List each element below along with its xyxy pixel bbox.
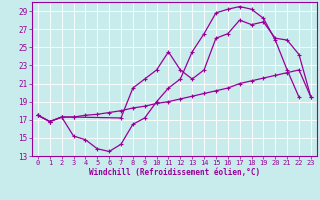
X-axis label: Windchill (Refroidissement éolien,°C): Windchill (Refroidissement éolien,°C) (89, 168, 260, 177)
